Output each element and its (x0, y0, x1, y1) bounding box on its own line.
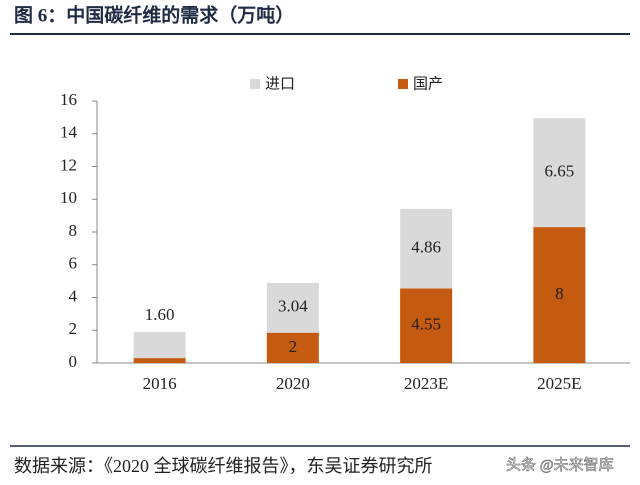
legend-label: 国产 (413, 75, 443, 92)
bar-segment (400, 208, 453, 289)
watermark: 头条 @未来智库 (506, 455, 614, 473)
data-label: 4.55 (411, 315, 441, 334)
y-tick-label: 10 (60, 188, 77, 207)
x-tick-label: 2025E (537, 374, 581, 393)
data-label: 6.65 (545, 162, 575, 181)
y-tick-label: 2 (69, 319, 78, 338)
bar-segment (266, 332, 319, 363)
bar-segment (133, 358, 186, 363)
y-tick-label: 4 (69, 286, 78, 305)
bar-segment (533, 118, 586, 228)
y-tick-label: 12 (60, 155, 77, 174)
y-tick-label: 8 (69, 221, 78, 240)
legend-swatch (398, 79, 408, 89)
bar-segment (533, 227, 586, 363)
data-label: 8 (555, 284, 564, 303)
data-label: 3.04 (278, 297, 308, 316)
data-label: 2 (289, 337, 298, 356)
legend-swatch (250, 79, 260, 89)
y-tick-label: 0 (69, 352, 78, 371)
source: 数据来源：《2020 全球碳纤维报告》，东吴证券研究所 (14, 456, 433, 476)
bar-segment (266, 282, 319, 333)
data-label: 4.86 (411, 238, 441, 257)
chart-title: 图 6：中国碳纤维的需求（万吨） (14, 3, 294, 26)
bar-segment (133, 331, 186, 359)
y-tick-label: 16 (60, 90, 77, 109)
x-tick-label: 2016 (143, 374, 177, 393)
y-tick-label: 14 (60, 123, 78, 142)
data-label: 1.60 (145, 305, 175, 324)
bar-segment (400, 288, 453, 363)
y-tick-label: 6 (69, 254, 78, 273)
x-tick-label: 2023E (404, 374, 448, 393)
x-tick-label: 2020 (276, 374, 310, 393)
legend-label: 进口 (265, 75, 295, 92)
